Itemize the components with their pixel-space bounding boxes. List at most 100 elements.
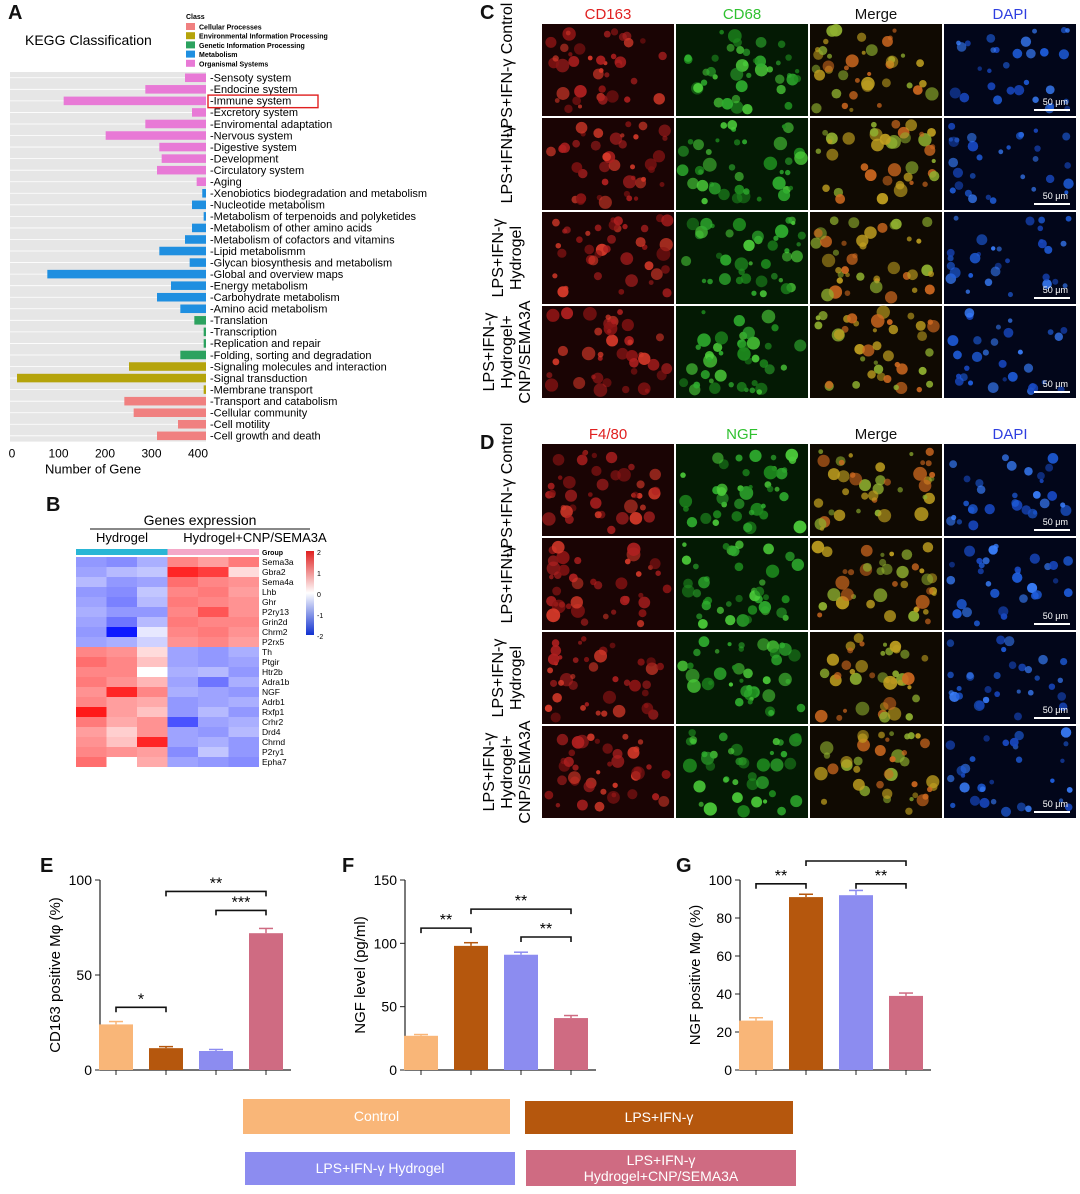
micro-c-cell <box>973 336 982 345</box>
micro-d-cell <box>1026 582 1038 594</box>
micro-d-cell <box>768 790 776 798</box>
significance-label: *** <box>232 894 251 911</box>
micro-d-cell <box>762 799 768 804</box>
legend-control: Control <box>243 1099 510 1134</box>
micro-d-cell <box>1057 677 1064 684</box>
micro-c-cell <box>726 43 735 52</box>
micro-c-cell <box>592 68 604 80</box>
micro-d-row-label: LPS+IFN-γ <box>481 733 498 812</box>
kegg-legend-label: Cellular Processes <box>199 25 262 32</box>
micro-d-cell <box>879 558 887 567</box>
kegg-category-label: -Metabolism of terpenoids and polyketide… <box>210 211 417 223</box>
micro-c-cell <box>984 278 993 287</box>
heatmap-gene-label: P2rx5 <box>262 637 284 647</box>
micro-d-cell <box>583 780 595 793</box>
micro-d-cell <box>578 640 583 645</box>
micro-c-row-label: CNP/SEMA3A <box>517 300 534 403</box>
micro-d-cell <box>956 765 967 776</box>
micro-c-cell <box>1023 79 1030 86</box>
micro-c-cell <box>728 381 734 388</box>
micro-d-cell <box>868 490 879 501</box>
heatmap-cell <box>228 757 259 767</box>
micro-d-cell <box>912 694 920 703</box>
micro-c-cell <box>869 127 879 137</box>
kegg-bar <box>133 408 206 417</box>
bar-chart-ngf-level: 0 50 100 150 ** ** ** NGF level (pg/ml) <box>352 872 596 1078</box>
micro-c-cell <box>1047 102 1055 110</box>
kegg-bar <box>180 304 206 314</box>
micro-d-cell <box>629 512 643 525</box>
micro-c-cell <box>845 54 859 68</box>
kegg-bar <box>203 327 206 337</box>
micro-c-cell <box>560 43 569 53</box>
micro-c-cell <box>919 79 927 88</box>
micro-d-cell <box>1014 566 1021 573</box>
kegg-category-label: -Development <box>210 153 278 165</box>
micro-d-cell <box>552 693 562 703</box>
micro-c-cell <box>947 255 954 262</box>
kegg-legend-swatch <box>186 32 195 40</box>
y-tick-label: 0 <box>84 1062 92 1078</box>
micro-c-cell <box>885 55 899 68</box>
micro-d-cell <box>819 668 830 679</box>
micro-c-cell <box>793 75 802 83</box>
micro-d-cell <box>785 448 799 462</box>
micro-c-cell <box>854 343 865 355</box>
micro-c-cell <box>565 30 571 36</box>
bar-chart-ngf-positive: 0 20 40 60 80 100 ** ** ** NGF positive Mφ (%) <box>687 855 931 1078</box>
micro-d-cell <box>624 499 638 514</box>
micro-d-cell <box>819 526 825 531</box>
micro-d-cell <box>681 584 695 598</box>
micro-d-cell <box>858 479 872 492</box>
kegg-category-label: -Membrane transport <box>210 384 313 396</box>
micro-c-cell <box>841 240 847 246</box>
heatmap-cell <box>228 587 259 597</box>
micro-d-cell <box>658 795 670 807</box>
micro-d-cell <box>571 577 584 590</box>
micro-c-cell <box>989 197 997 204</box>
micro-c-cell <box>607 234 616 244</box>
micro-c-cell <box>687 138 694 145</box>
heatmap-cell <box>167 607 198 617</box>
micro-d-cell <box>743 615 753 624</box>
micro-c-cell <box>856 272 865 281</box>
micro-c-cell <box>912 85 923 95</box>
micro-c-cell <box>854 77 860 83</box>
heatmap-cell <box>228 667 259 677</box>
panel-label-e: E <box>40 855 54 877</box>
heatmap-cell <box>228 617 259 627</box>
heatmap-cell <box>106 637 137 647</box>
micro-c-cell <box>905 161 919 175</box>
micro-d-micrograph-tile <box>810 632 942 724</box>
kegg-bar <box>185 73 206 83</box>
micro-c-cell <box>848 217 860 229</box>
micro-c-cell <box>925 87 939 101</box>
micro-d-cell <box>696 613 703 620</box>
micro-d-cell <box>982 557 990 565</box>
heatmap-cell <box>167 627 198 637</box>
kegg-category-label: -Aging <box>210 177 242 189</box>
micro-c-cell <box>919 131 925 137</box>
kegg-bar <box>157 165 206 175</box>
bar-3 <box>554 1018 588 1070</box>
micro-c-cell <box>892 28 897 33</box>
micro-d-cell <box>722 542 730 550</box>
micro-c-cell <box>740 273 752 284</box>
micro-c-cell <box>552 55 559 62</box>
micro-d-cell <box>1002 739 1010 747</box>
micro-c-cell <box>585 230 591 236</box>
micro-c-cell <box>656 247 671 261</box>
micro-c-cell <box>1065 28 1070 33</box>
micro-c-cell <box>954 181 964 190</box>
micro-d-cell <box>639 504 646 511</box>
micro-d-cell <box>847 647 854 654</box>
micro-d-cell <box>908 610 920 622</box>
micro-d-cell <box>842 569 848 575</box>
micro-c-cell <box>593 272 602 281</box>
kegg-legend-title: Class <box>186 14 205 21</box>
micro-d-cell <box>544 704 553 713</box>
kegg-legend-label: Genetic Information Processing <box>199 43 305 50</box>
micro-c-cell <box>1006 86 1015 95</box>
micro-d-cell <box>912 792 919 799</box>
micro-d-cell <box>998 606 1009 617</box>
